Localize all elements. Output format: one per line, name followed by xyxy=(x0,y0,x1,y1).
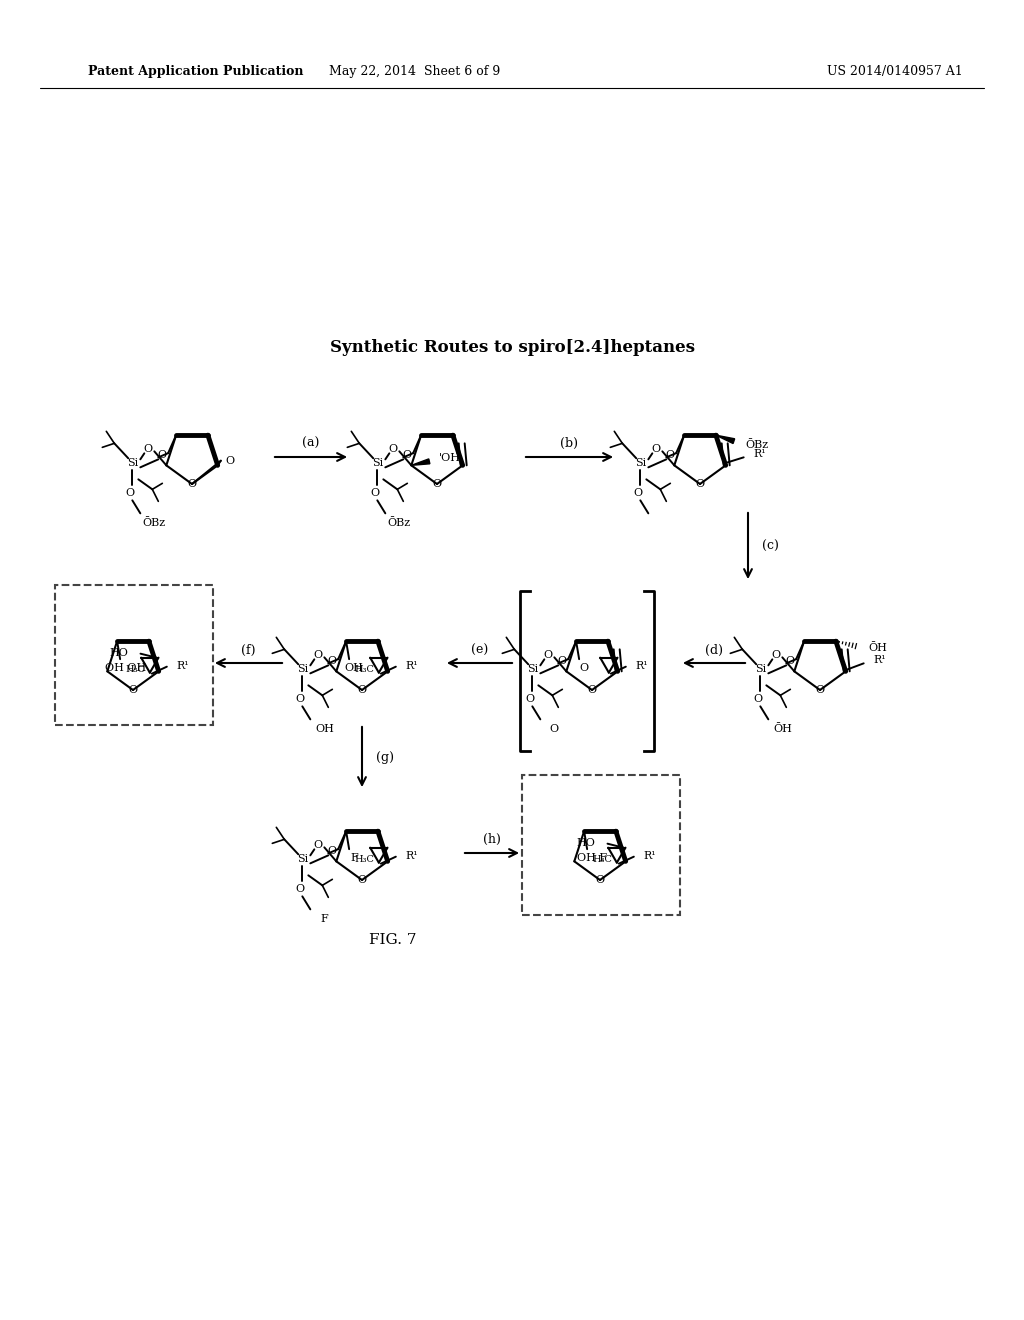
Text: OH: OH xyxy=(345,663,364,673)
Text: O: O xyxy=(550,725,559,734)
Text: O: O xyxy=(651,445,660,454)
Polygon shape xyxy=(412,459,430,466)
Text: ŌH: ŌH xyxy=(869,643,888,653)
Text: O: O xyxy=(225,455,234,466)
Text: O: O xyxy=(785,656,795,667)
Text: HO: HO xyxy=(577,838,596,847)
Text: Si: Si xyxy=(755,664,766,675)
Text: O: O xyxy=(158,450,167,461)
Text: Si: Si xyxy=(127,458,138,469)
Text: R¹: R¹ xyxy=(754,449,766,459)
Text: R¹: R¹ xyxy=(406,661,419,671)
Text: OH OH: OH OH xyxy=(104,663,145,673)
Text: FIG. 7: FIG. 7 xyxy=(370,933,417,946)
Text: R¹: R¹ xyxy=(873,655,887,665)
Text: O: O xyxy=(128,685,137,696)
Text: O: O xyxy=(772,651,781,660)
Text: O: O xyxy=(371,488,380,499)
Text: O: O xyxy=(666,450,675,461)
Text: O: O xyxy=(328,656,337,667)
Bar xyxy=(522,775,680,915)
Text: H₃C: H₃C xyxy=(125,664,145,673)
Text: O: O xyxy=(313,651,323,660)
Text: O: O xyxy=(815,685,824,696)
Text: O: O xyxy=(595,875,604,884)
Text: Patent Application Publication: Patent Application Publication xyxy=(88,66,303,78)
Text: Si: Si xyxy=(297,664,308,675)
Text: (f): (f) xyxy=(241,644,255,656)
Text: (d): (d) xyxy=(705,644,723,656)
Text: O: O xyxy=(525,694,535,705)
Text: Si: Si xyxy=(635,458,646,469)
Text: O: O xyxy=(313,841,323,850)
Text: O: O xyxy=(389,445,398,454)
Text: ŌBz: ŌBz xyxy=(388,519,411,528)
Text: Si: Si xyxy=(297,854,308,865)
Text: O: O xyxy=(695,479,705,488)
Text: O: O xyxy=(296,694,305,705)
Text: H₃C: H₃C xyxy=(354,664,374,673)
Text: ŌBz: ŌBz xyxy=(745,440,769,450)
Text: O: O xyxy=(580,663,589,673)
Polygon shape xyxy=(716,436,734,444)
Text: O: O xyxy=(588,685,597,696)
Text: ŌH: ŌH xyxy=(773,725,792,734)
Text: O: O xyxy=(402,450,412,461)
Text: O: O xyxy=(296,884,305,895)
Text: (b): (b) xyxy=(560,437,578,450)
Text: O: O xyxy=(558,656,567,667)
Text: US 2014/0140957 A1: US 2014/0140957 A1 xyxy=(827,66,963,78)
Text: (g): (g) xyxy=(376,751,394,763)
Text: H₃C: H₃C xyxy=(592,854,612,863)
Text: O: O xyxy=(544,651,553,660)
Text: OH F: OH F xyxy=(578,853,607,863)
Text: O: O xyxy=(143,445,153,454)
Bar xyxy=(55,585,213,725)
Text: 'OH: 'OH xyxy=(439,453,462,463)
Text: O: O xyxy=(357,875,367,884)
Text: OH: OH xyxy=(315,725,334,734)
Text: (c): (c) xyxy=(762,540,779,553)
Text: HO: HO xyxy=(110,648,128,657)
Text: F: F xyxy=(350,853,358,863)
Text: O: O xyxy=(328,846,337,857)
Text: R¹: R¹ xyxy=(406,850,419,861)
Text: O: O xyxy=(432,479,441,488)
Text: R¹: R¹ xyxy=(644,850,656,861)
Text: F: F xyxy=(321,915,329,924)
Text: ŌBz: ŌBz xyxy=(142,519,166,528)
Text: May 22, 2014  Sheet 6 of 9: May 22, 2014 Sheet 6 of 9 xyxy=(330,66,501,78)
Text: Si: Si xyxy=(526,664,538,675)
Text: H₃C: H₃C xyxy=(354,854,374,863)
Text: O: O xyxy=(187,479,197,488)
Text: O: O xyxy=(357,685,367,696)
Text: R¹: R¹ xyxy=(177,661,189,671)
Text: (h): (h) xyxy=(483,833,501,846)
Text: (a): (a) xyxy=(302,437,319,450)
Text: O: O xyxy=(634,488,643,499)
Text: Synthetic Routes to spiro[2.4]heptanes: Synthetic Routes to spiro[2.4]heptanes xyxy=(330,339,694,356)
Text: O: O xyxy=(754,694,763,705)
Text: (e): (e) xyxy=(471,644,488,656)
Text: O: O xyxy=(126,488,135,499)
Text: Si: Si xyxy=(372,458,383,469)
Text: R¹: R¹ xyxy=(636,661,648,671)
